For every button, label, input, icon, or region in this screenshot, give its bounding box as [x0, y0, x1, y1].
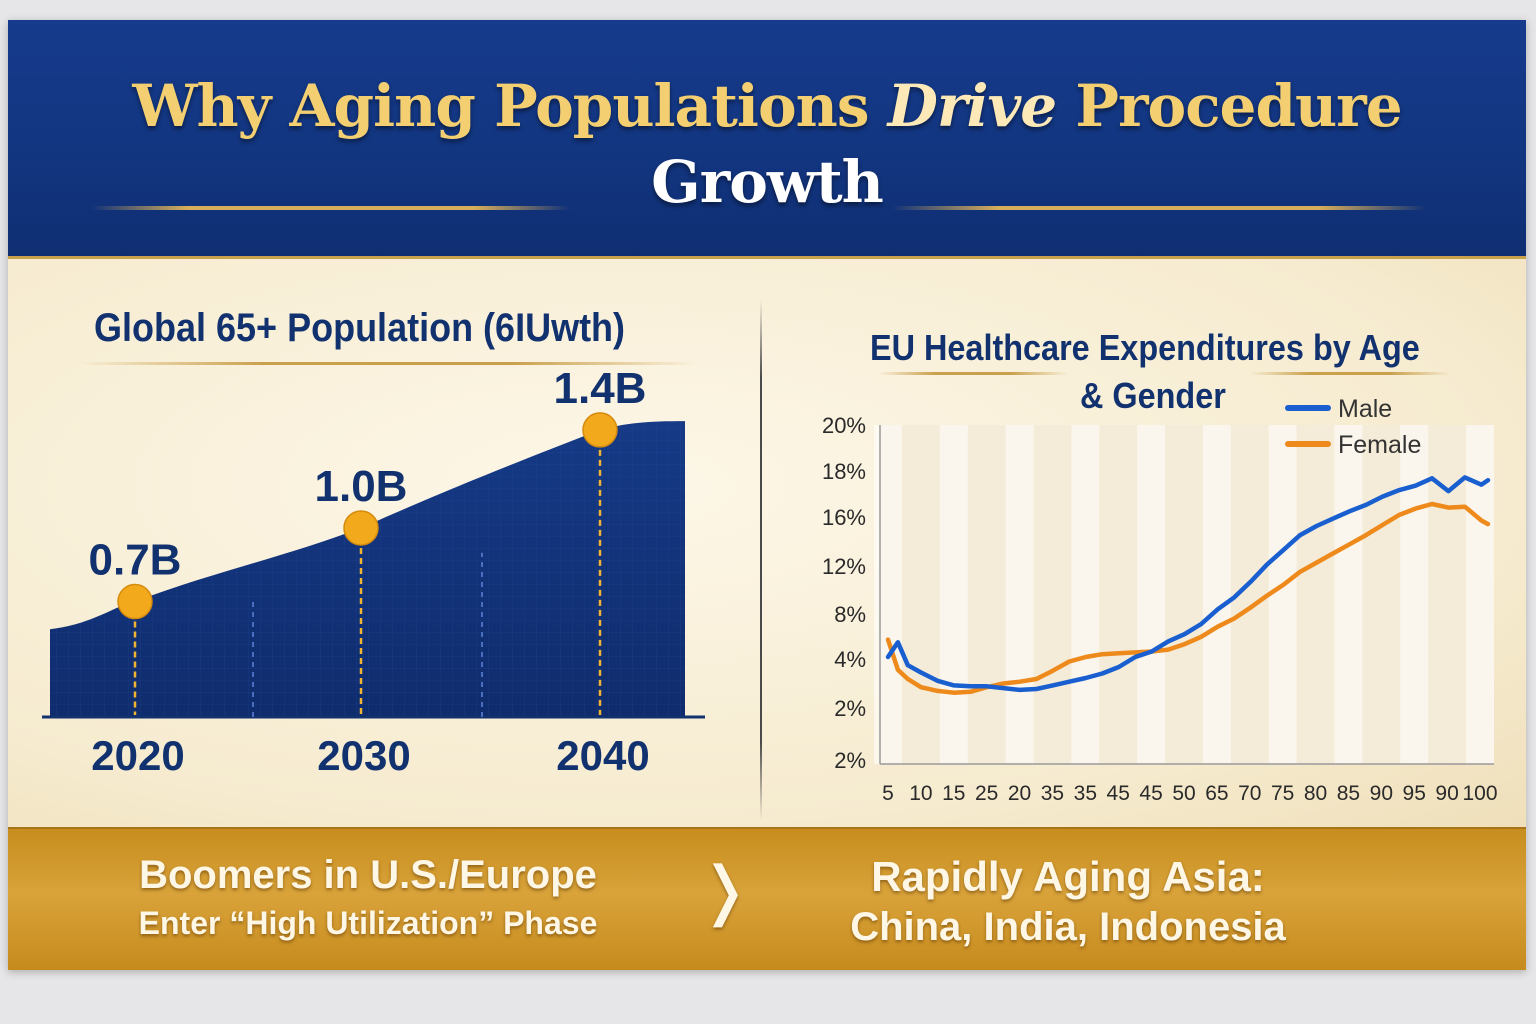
x-tick-label: 50 — [1172, 782, 1195, 805]
x-tick-label: 100 — [1462, 782, 1497, 805]
grid-band — [1202, 425, 1231, 764]
slide: Why Aging Populations Drive Procedure Gr… — [8, 20, 1526, 970]
page-title-line-2: Growth — [651, 148, 884, 216]
y-tick-label: 8% — [834, 602, 866, 627]
x-tick-label: 2040 — [556, 732, 649, 779]
data-point — [343, 510, 379, 546]
x-tick-label: 90 — [1370, 782, 1393, 805]
footer-right-subline: China, India, Indonesia — [850, 905, 1286, 949]
x-tick-label: 80 — [1304, 782, 1327, 805]
value-label: 1.0B — [315, 462, 408, 511]
x-tick-label: 5 — [882, 782, 894, 805]
x-tick-label: 10 — [909, 782, 932, 805]
x-tick-label: 45 — [1107, 782, 1130, 805]
title-italic-word: Drive — [887, 72, 1057, 140]
data-point — [582, 412, 618, 448]
footer-left-headline: Boomers in U.S./Europe — [139, 853, 597, 897]
x-tick-label: 65 — [1205, 782, 1228, 805]
page-title: Why Aging Populations Drive Procedure — [8, 72, 1526, 140]
title-part-1: Why Aging Populations — [132, 72, 888, 140]
y-tick-label: 12% — [822, 554, 866, 579]
x-tick-label: 90 — [1435, 782, 1458, 805]
series-line-male — [885, 475, 1491, 693]
right-title-rule-left — [878, 372, 1068, 375]
chevron-right-icon: ❭ — [698, 854, 752, 926]
grid-band — [1005, 425, 1034, 764]
x-tick-label: 45 — [1139, 782, 1162, 805]
x-tick-label: 20 — [1008, 782, 1031, 805]
y-tick-label: 16% — [822, 505, 866, 530]
grid-band — [1071, 425, 1100, 764]
grid-band — [1400, 425, 1429, 764]
y-tick-label: 20% — [822, 413, 866, 438]
left-title-rule — [78, 362, 698, 365]
legend-label: Male — [1338, 395, 1392, 423]
legend-label: Female — [1338, 431, 1421, 459]
footer-banner: Boomers in U.S./Europe Enter “High Utili… — [8, 827, 1526, 970]
title-rule-left — [92, 206, 570, 210]
x-tick-label: 2020 — [91, 732, 184, 779]
population-area-chart: 0.7B 2020 1.0B 2030 1.4B 2040 — [42, 364, 705, 779]
x-tick-label: 2030 — [317, 732, 410, 779]
grid-band — [1334, 425, 1363, 764]
footer-right-headline: Rapidly Aging Asia: — [871, 853, 1265, 900]
x-tick-label: 25 — [975, 782, 998, 805]
y-tick-label: 18% — [822, 459, 866, 484]
x-tick-label: 70 — [1238, 782, 1261, 805]
grid-band — [874, 425, 902, 764]
x-tick-label: 75 — [1271, 782, 1294, 805]
right-chart-title: EU Healthcare Expenditures by Age — [870, 327, 1420, 368]
data-point — [117, 583, 153, 620]
grid-band — [1268, 425, 1297, 764]
right-title-rule-right — [1250, 372, 1450, 375]
x-tick-label: 35 — [1074, 782, 1097, 805]
y-tick-label: 2% — [834, 748, 866, 773]
value-label: 1.4B — [554, 364, 647, 413]
y-tick-label: 4% — [834, 647, 866, 672]
title-part-2: Procedure — [1056, 72, 1402, 140]
x-tick-label: 15 — [942, 782, 965, 805]
y-tick-label: 2% — [834, 696, 866, 721]
plot-background — [880, 425, 1494, 764]
series-line-female — [885, 501, 1491, 695]
value-label: 0.7B — [89, 536, 182, 585]
right-chart-title-line-2: & Gender — [1080, 375, 1226, 416]
x-tick-label: 95 — [1403, 782, 1426, 805]
grid-band — [1137, 425, 1166, 764]
x-tick-label: 35 — [1041, 782, 1064, 805]
x-tick-label: 85 — [1337, 782, 1360, 805]
left-chart-title: Global 65+ Population (6IUwth) — [94, 306, 626, 350]
title-banner: Why Aging Populations Drive Procedure Gr… — [8, 20, 1526, 259]
panel-divider — [760, 300, 762, 820]
expenditure-line-chart: 20% 18% 16% 12% 8% 4% 2% 2% 5 10 15 25 20 35 35 45 45 50 6… — [822, 395, 1498, 805]
grid-band — [1466, 425, 1494, 764]
title-rule-right — [892, 206, 1426, 210]
population-area-grid — [50, 421, 685, 717]
footer-left-subline: Enter “High Utilization” Phase — [138, 905, 598, 941]
grid-band — [939, 425, 968, 764]
